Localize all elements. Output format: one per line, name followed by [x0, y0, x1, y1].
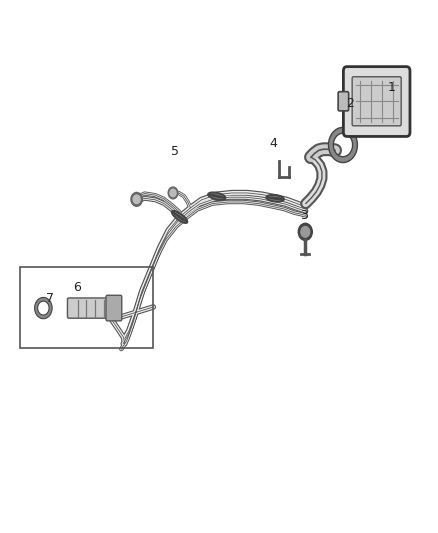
FancyBboxPatch shape [67, 298, 112, 318]
Circle shape [133, 195, 140, 204]
Text: 4: 4 [270, 138, 278, 150]
Text: 1: 1 [388, 82, 396, 94]
FancyBboxPatch shape [338, 92, 349, 111]
Text: 3: 3 [300, 209, 308, 222]
FancyBboxPatch shape [343, 67, 410, 136]
Bar [20, 266, 153, 348]
Circle shape [170, 189, 176, 197]
FancyBboxPatch shape [352, 77, 401, 126]
Ellipse shape [208, 192, 226, 200]
Ellipse shape [208, 193, 226, 199]
Ellipse shape [266, 197, 284, 200]
Text: 6: 6 [73, 281, 81, 294]
Ellipse shape [266, 195, 284, 201]
Ellipse shape [172, 211, 187, 223]
Text: 2: 2 [346, 98, 354, 110]
Ellipse shape [172, 212, 187, 222]
Text: 5: 5 [171, 146, 179, 158]
Circle shape [131, 192, 142, 206]
Text: 7: 7 [46, 292, 54, 305]
Circle shape [298, 223, 312, 240]
FancyBboxPatch shape [106, 295, 122, 321]
Circle shape [168, 187, 178, 199]
Circle shape [301, 227, 310, 237]
